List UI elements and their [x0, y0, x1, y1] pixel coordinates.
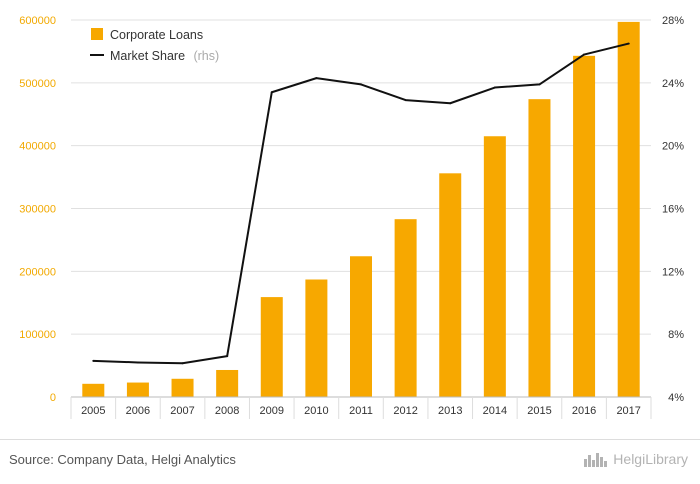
y-left-tick-label: 600000: [19, 15, 56, 27]
x-tick-label: 2017: [616, 405, 640, 417]
x-tick-label: 2010: [304, 405, 328, 417]
y-right-tick-label: 20%: [662, 141, 684, 153]
x-tick-label: 2016: [572, 405, 596, 417]
brand-logo[interactable]: HelgiLibrary: [583, 451, 688, 467]
x-tick-label: 2014: [483, 405, 507, 417]
point-market-share-2009: [270, 91, 273, 94]
bar-corporate-loans-2014: [483, 136, 506, 397]
bar-corporate-loans-2017: [617, 21, 640, 397]
x-tick-label: 2009: [260, 405, 284, 417]
legend: Corporate Loans Market Share (rhs): [90, 28, 219, 64]
y-right-tick-label: 24%: [662, 78, 684, 90]
y-right-tick-label: 16%: [662, 204, 684, 216]
x-tick-label: 2005: [81, 405, 105, 417]
x-tick-label: 2008: [215, 405, 239, 417]
bar-series: [82, 21, 640, 398]
bar-corporate-loans-2013: [439, 173, 462, 397]
x-tick-label: 2007: [170, 405, 194, 417]
gridlines: [71, 19, 651, 335]
point-market-share-2006: [136, 361, 139, 364]
bar-corporate-loans-2005: [82, 383, 105, 397]
legend-label-market-share-suffix: (rhs): [193, 49, 219, 63]
legend-label-market-share: Market Share (rhs): [110, 47, 219, 64]
bar-corporate-loans-2015: [528, 99, 551, 398]
x-tick-label: 2011: [349, 405, 373, 417]
y-left-tick-label: 300000: [19, 204, 56, 216]
axes: 0 4% 100000 8% 200000 12% 300000 16% 400000 20% 50…: [19, 15, 684, 419]
legend-label-corporate-loans: Corporate Loans: [110, 28, 203, 42]
y-left-tick-label: 400000: [19, 141, 56, 153]
line-series: [92, 42, 630, 365]
source-note: Source: Company Data, Helgi Analytics: [9, 452, 236, 467]
point-market-share-2008: [226, 355, 229, 358]
point-market-share-2013: [449, 102, 452, 105]
point-market-share-2016: [583, 53, 586, 56]
bar-corporate-loans-2011: [350, 256, 372, 397]
y-right-tick-label: 12%: [662, 266, 684, 278]
point-market-share-2017: [627, 42, 630, 45]
point-market-share-2015: [538, 83, 541, 86]
y-left-tick-label: 100000: [19, 329, 56, 341]
bar-corporate-loans-2006: [126, 382, 149, 397]
bar-corporate-loans-2007: [171, 378, 194, 397]
chart: 0 4% 100000 8% 200000 12% 300000 16% 400000 20% 50…: [19, 15, 684, 419]
x-tick-label: 2013: [438, 405, 462, 417]
point-market-share-2010: [315, 77, 318, 80]
city-skyline-icon: [584, 453, 608, 467]
x-tick-label: 2015: [527, 405, 551, 417]
x-tick-label: 2012: [393, 405, 417, 417]
y-right-tick-label: 28%: [662, 15, 684, 27]
bar-corporate-loans-2012: [394, 219, 417, 397]
point-market-share-2007: [181, 362, 184, 365]
brand-name: HelgiLibrary: [613, 451, 688, 467]
legend-label-market-share-name: Market Share: [110, 49, 185, 63]
legend-swatch-corporate-loans: [91, 28, 103, 40]
point-market-share-2005: [92, 359, 95, 362]
bar-corporate-loans-2010: [305, 279, 328, 397]
point-market-share-2011: [360, 83, 362, 86]
y-left-tick-label: 0: [50, 392, 56, 404]
bar-corporate-loans-2016: [573, 55, 596, 397]
point-market-share-2012: [404, 99, 407, 102]
point-market-share-2014: [493, 86, 496, 89]
x-tick-label: 2006: [126, 405, 150, 417]
y-left-tick-label: 500000: [19, 78, 56, 90]
y-left-tick-label: 200000: [19, 266, 56, 278]
y-right-tick-label: 4%: [668, 392, 684, 404]
bar-corporate-loans-2009: [260, 297, 283, 397]
bar-corporate-loans-2008: [216, 369, 239, 397]
y-right-tick-label: 8%: [668, 329, 684, 341]
footer: Source: Company Data, Helgi Analytics He…: [0, 439, 700, 484]
